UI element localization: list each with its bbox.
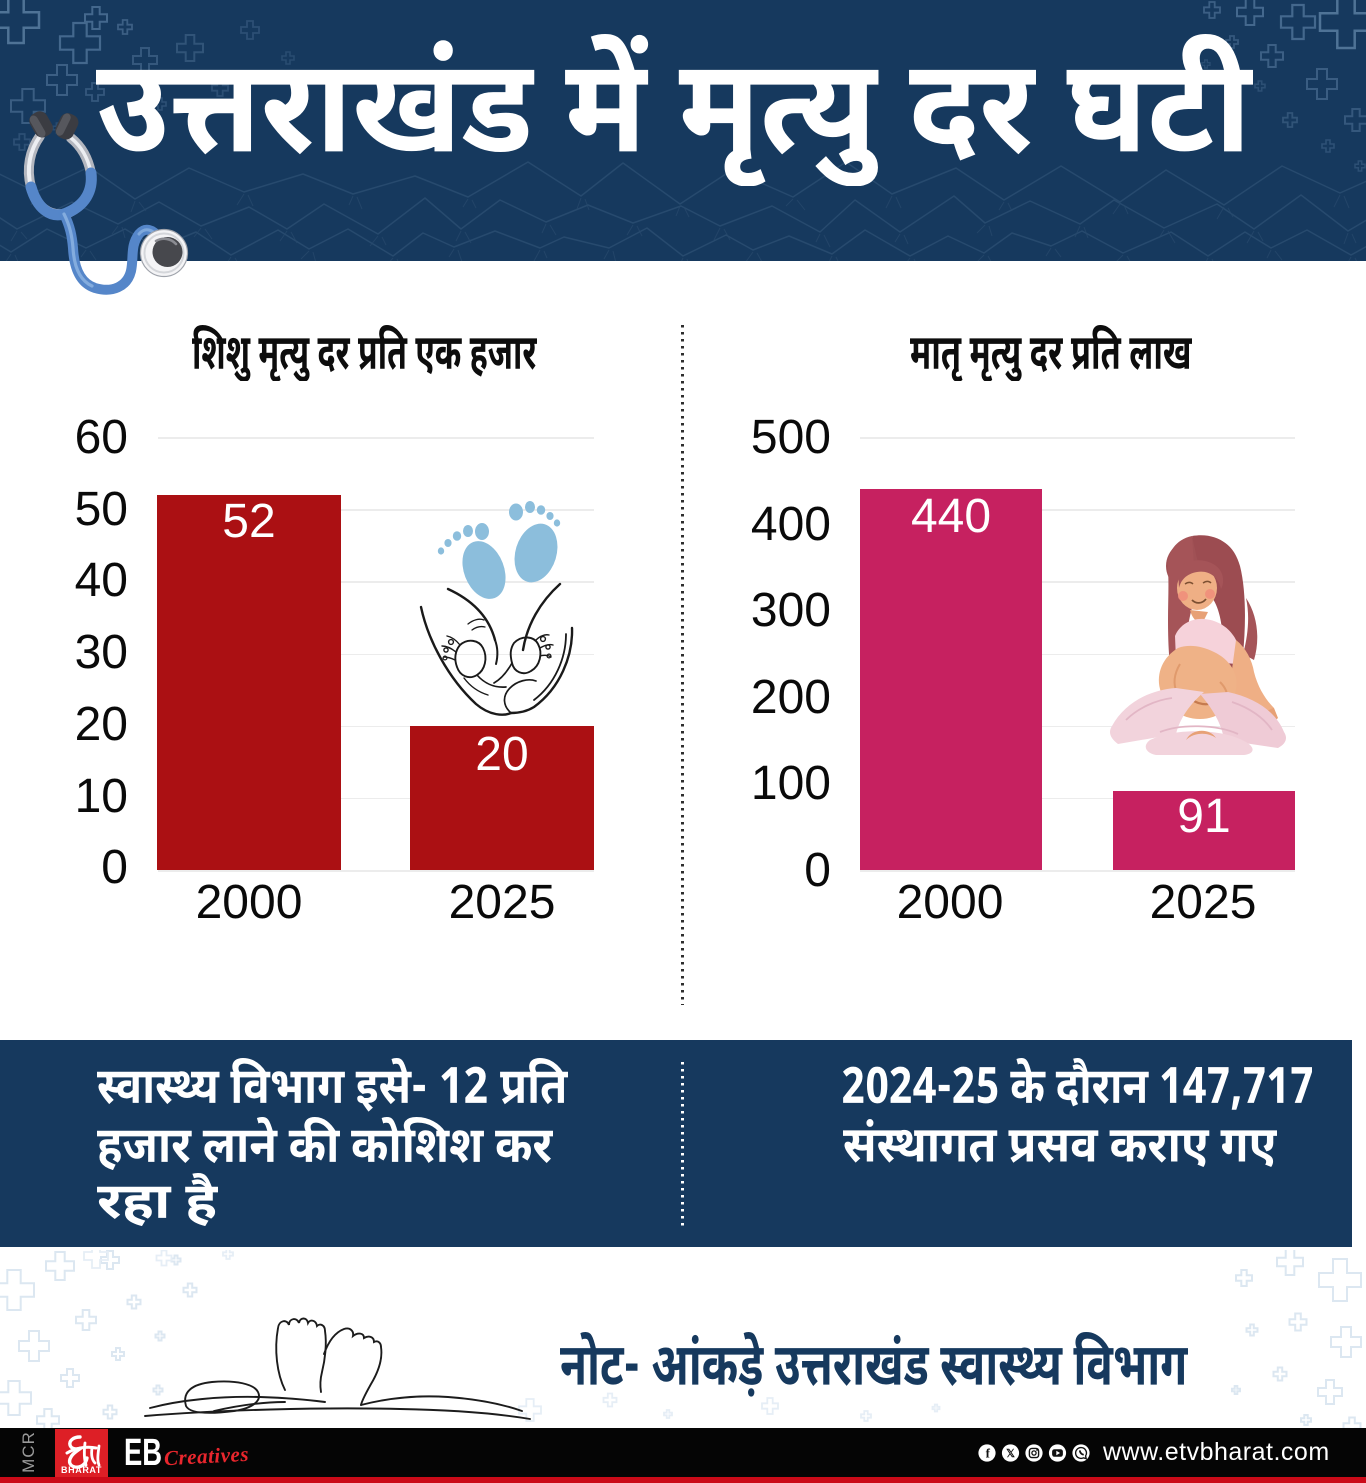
svg-text:BHARAT: BHARAT bbox=[61, 1465, 102, 1475]
svg-text:𝕏: 𝕏 bbox=[1006, 1448, 1015, 1460]
svg-text:f: f bbox=[986, 1445, 991, 1460]
svg-text:MCR: MCR bbox=[19, 1431, 38, 1473]
